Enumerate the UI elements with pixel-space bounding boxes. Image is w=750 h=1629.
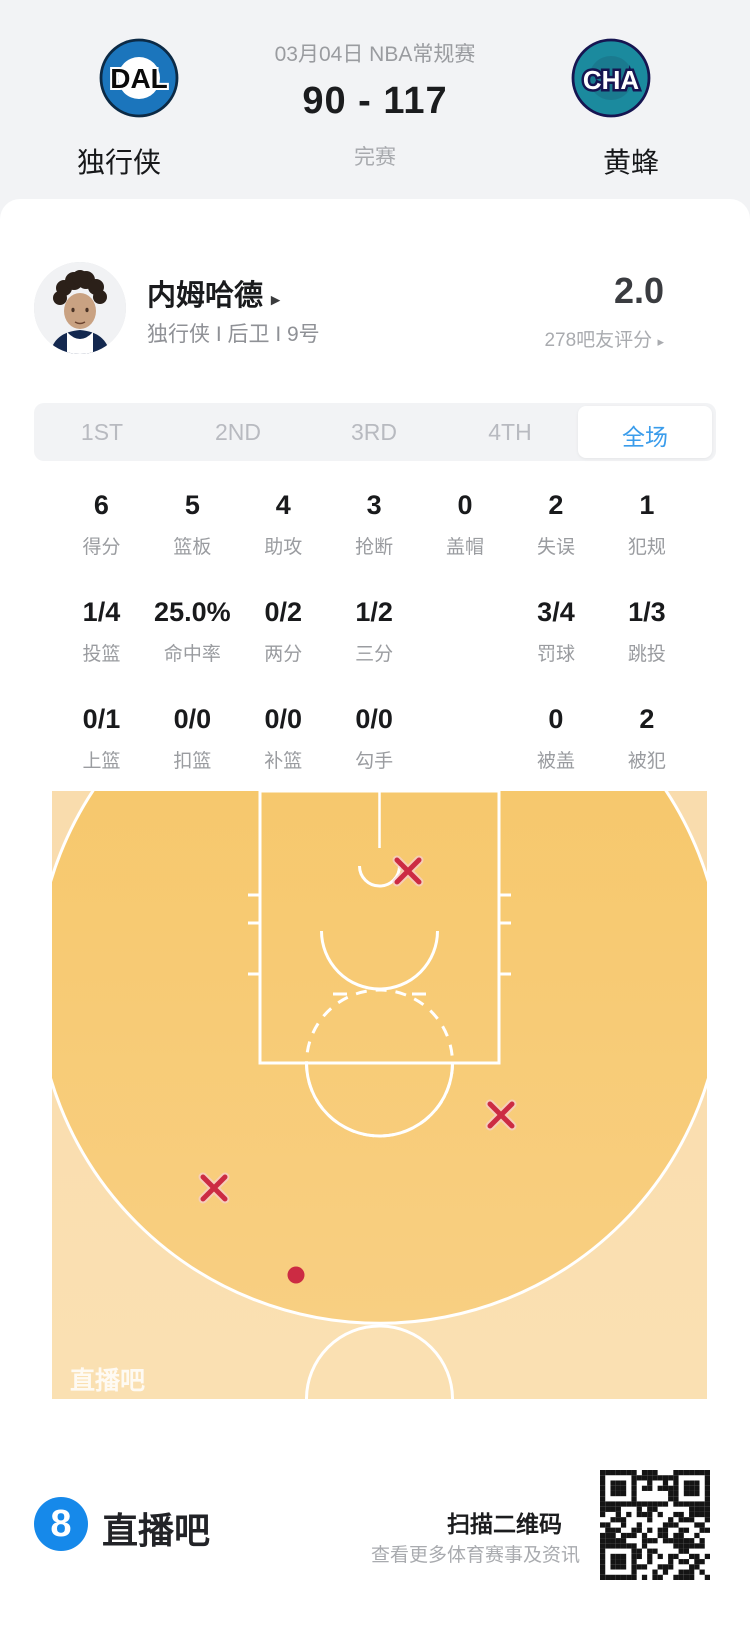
svg-text:CHA: CHA (583, 65, 640, 95)
svg-text:直播吧: 直播吧 (70, 1367, 145, 1395)
svg-text:DAL: DAL (110, 63, 168, 94)
svg-text:8: 8 (50, 1503, 71, 1545)
